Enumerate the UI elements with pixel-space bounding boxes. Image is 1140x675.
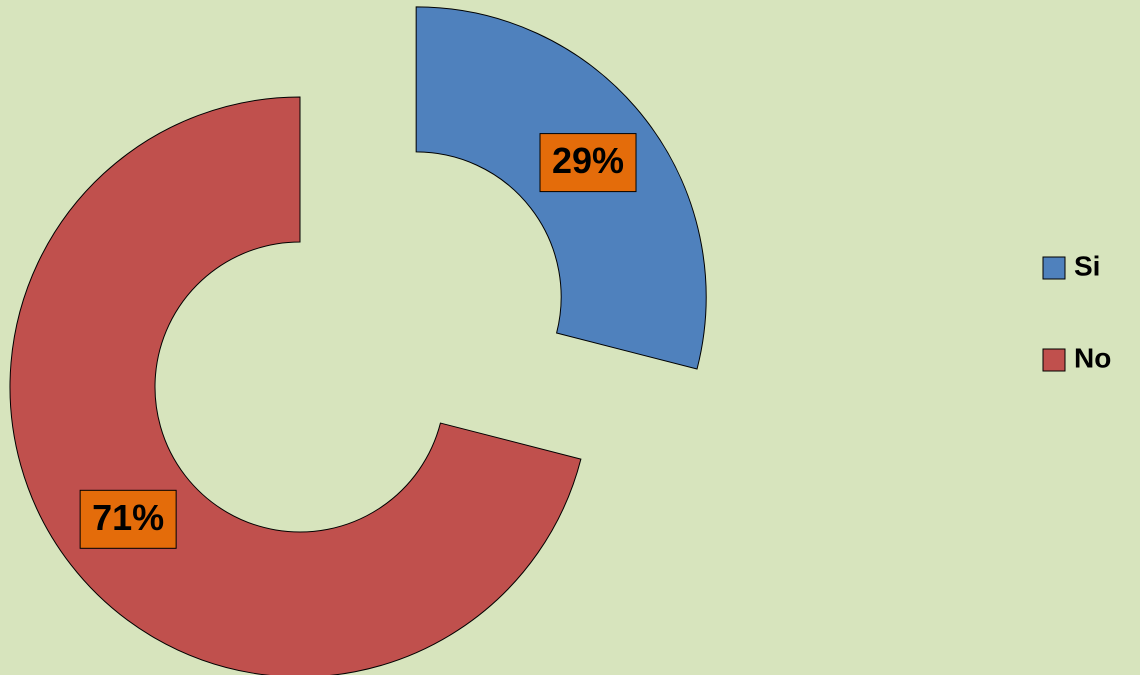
legend-label: No (1074, 342, 1111, 373)
legend-label: Si (1074, 250, 1100, 281)
data-label-box (539, 133, 637, 193)
legend-swatch (1042, 348, 1066, 372)
data-label: 71% (92, 497, 164, 538)
data-label: 29% (552, 140, 624, 181)
legend-swatch (1042, 256, 1066, 280)
data-label-box (79, 489, 177, 549)
